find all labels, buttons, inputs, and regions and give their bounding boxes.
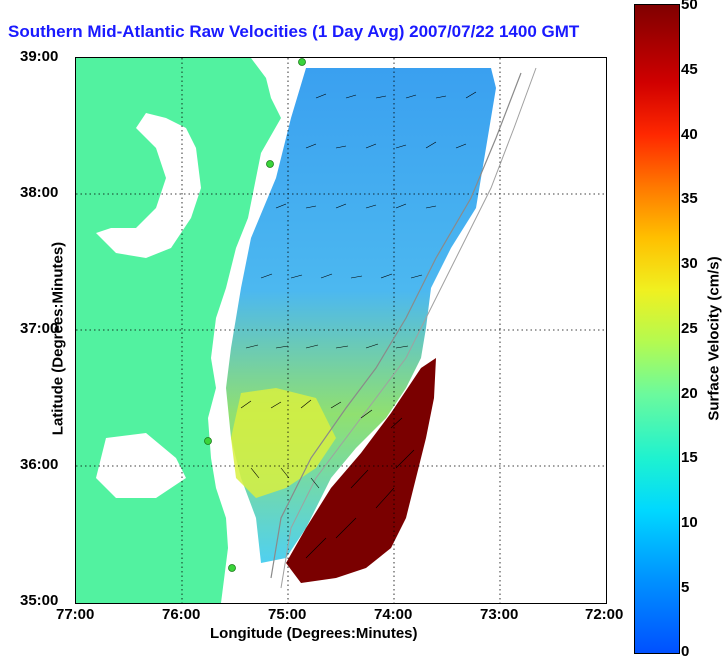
bathymetry-contour-outer	[280, 67, 537, 589]
mid-velocity-edge	[231, 388, 336, 498]
colorbar-tick: 0	[681, 643, 690, 660]
station-marker	[228, 564, 236, 572]
colorbar-tick: 5	[681, 579, 690, 596]
map-canvas	[76, 58, 606, 603]
x-tick-label: 74:00	[374, 606, 413, 623]
colorbar-tick: 45	[681, 61, 698, 78]
y-axis-label: Latitude (Degrees:Minutes)	[49, 241, 67, 436]
colorbar-tick: 10	[681, 514, 698, 531]
x-tick-label: 76:00	[162, 606, 201, 623]
colorbar	[634, 4, 680, 654]
y-tick-label: 36:00	[20, 456, 59, 473]
y-tick-label: 35:00	[20, 592, 59, 609]
station-marker	[266, 160, 274, 168]
colorbar-tick: 50	[681, 0, 698, 13]
colorbar-label: Surface Velocity (cm/s)	[705, 256, 723, 421]
x-tick-label: 72:00	[585, 606, 624, 623]
colorbar-tick: 30	[681, 255, 698, 272]
x-tick-label: 75:00	[268, 606, 307, 623]
bathymetry-contour	[270, 72, 522, 579]
colorbar-tick: 15	[681, 449, 698, 466]
x-tick-label: 73:00	[480, 606, 519, 623]
colorbar-tick: 25	[681, 320, 698, 337]
bay-water	[96, 113, 201, 258]
sound-water	[96, 433, 186, 498]
x-axis-label: Longitude (Degrees:Minutes)	[210, 625, 418, 642]
colorbar-tick: 40	[681, 126, 698, 143]
station-marker	[204, 437, 212, 445]
y-tick-label: 38:00	[20, 184, 59, 201]
colorbar-tick: 20	[681, 385, 698, 402]
radar-stations	[204, 58, 306, 572]
y-tick-label: 39:00	[20, 48, 59, 65]
station-marker	[298, 58, 306, 66]
x-tick-label: 77:00	[56, 606, 95, 623]
velocity-vectors	[240, 91, 477, 559]
colorbar-tick: 35	[681, 190, 698, 207]
map-gridlines	[76, 58, 606, 603]
y-tick-label: 37:00	[20, 320, 59, 337]
high-velocity-region	[286, 358, 436, 583]
map-plot-area[interactable]	[75, 57, 607, 604]
map-title: Southern Mid-Atlantic Raw Velocities (1 …	[8, 22, 580, 41]
